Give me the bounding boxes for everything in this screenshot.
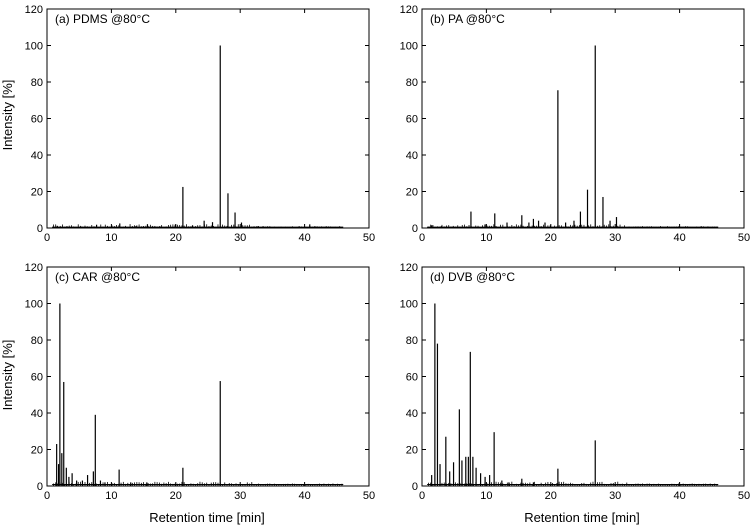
plot-frame-b (421, 8, 745, 229)
y-tick-label-a-4: 80 (31, 77, 43, 89)
x-tick-label-c-0: 0 (44, 490, 50, 502)
y-tick-label-d-0: 0 (412, 481, 418, 493)
noise-trace-c (53, 481, 343, 486)
y-tick-label-b-1: 20 (406, 187, 418, 199)
x-tick-label-c-3: 30 (234, 490, 246, 502)
x-tick-label-a-4: 40 (298, 232, 310, 244)
x-tick-label-b-5: 50 (738, 232, 750, 244)
y-tick-label-c-5: 100 (25, 299, 43, 311)
y-tick-label-d-2: 40 (406, 408, 418, 420)
y-tick-label-a-1: 20 (31, 187, 43, 199)
x-tick-label-d-0: 0 (419, 490, 425, 502)
y-tick-label-b-2: 40 (406, 150, 418, 162)
x-tick-label-b-2: 20 (545, 232, 557, 244)
x-axis-title-right: Retention time [min] (524, 510, 640, 525)
y-tick-label-a-2: 40 (31, 150, 43, 162)
x-tick-label-a-5: 50 (363, 232, 375, 244)
y-tick-label-b-6: 120 (400, 4, 418, 16)
y-tick-label-d-3: 60 (406, 372, 418, 384)
y-tick-label-a-5: 100 (25, 41, 43, 53)
y-tick-label-a-0: 0 (37, 223, 43, 235)
y-tick-label-a-6: 120 (25, 4, 43, 16)
y-axis-title-top: Intensity [%] (0, 80, 15, 151)
x-tick-label-a-2: 20 (170, 232, 182, 244)
y-tick-label-c-0: 0 (37, 481, 43, 493)
x-tick-label-b-0: 0 (419, 232, 425, 244)
x-tick-label-d-1: 10 (480, 490, 492, 502)
y-tick-label-d-6: 120 (400, 262, 418, 274)
y-tick-label-d-5: 100 (400, 299, 418, 311)
x-tick-label-d-4: 40 (673, 490, 685, 502)
x-tick-label-b-3: 30 (609, 232, 621, 244)
y-tick-label-b-0: 0 (412, 223, 418, 235)
x-tick-label-c-5: 50 (363, 490, 375, 502)
x-tick-label-b-1: 10 (480, 232, 492, 244)
panel-title-b: (b) PA @80°C (430, 12, 505, 26)
x-axis-title-left: Retention time [min] (149, 510, 265, 525)
y-tick-label-d-1: 20 (406, 445, 418, 457)
y-tick-label-c-4: 80 (31, 335, 43, 347)
panel-title-c: (c) CAR @80°C (55, 270, 140, 284)
plot-frame-a (46, 8, 370, 229)
x-tick-label-a-1: 10 (105, 232, 117, 244)
panel-title-a: (a) PDMS @80°C (55, 12, 150, 26)
panel-c: 0 10 20 30 40 50 0 20 40 60 80 100 120 (c) CAR @80°C (25, 262, 375, 502)
panel-b: 0 10 20 30 40 50 0 20 40 60 80 100 120 (b) PA @80°C (400, 4, 750, 244)
x-tick-label-c-4: 40 (298, 490, 310, 502)
y-tick-label-c-6: 120 (25, 262, 43, 274)
x-tick-label-a-3: 30 (234, 232, 246, 244)
panel-title-d: (d) DVB @80°C (430, 270, 515, 284)
x-tick-label-d-5: 50 (738, 490, 750, 502)
y-tick-label-b-4: 80 (406, 77, 418, 89)
y-tick-label-b-3: 60 (406, 114, 418, 126)
x-tick-label-d-3: 30 (609, 490, 621, 502)
y-tick-label-d-4: 80 (406, 335, 418, 347)
y-tick-label-c-3: 60 (31, 372, 43, 384)
y-tick-label-a-3: 60 (31, 114, 43, 126)
y-tick-label-b-5: 100 (400, 41, 418, 53)
y-tick-label-c-1: 20 (31, 445, 43, 457)
x-tick-label-a-0: 0 (44, 232, 50, 244)
x-tick-label-b-4: 40 (673, 232, 685, 244)
x-tick-label-c-1: 10 (105, 490, 117, 502)
panel-a: 0 10 20 30 40 50 0 20 40 60 80 100 120 (a) PDMS @80°C (25, 4, 375, 244)
x-tick-label-c-2: 20 (170, 490, 182, 502)
noise-trace-d (428, 481, 718, 486)
y-axis-title-bottom: Intensity [%] (0, 340, 15, 411)
y-tick-label-c-2: 40 (31, 408, 43, 420)
panel-d: 0 10 20 30 40 50 0 20 40 60 80 100 120 (d) DVB @80°C (400, 262, 750, 502)
x-tick-label-d-2: 20 (545, 490, 557, 502)
